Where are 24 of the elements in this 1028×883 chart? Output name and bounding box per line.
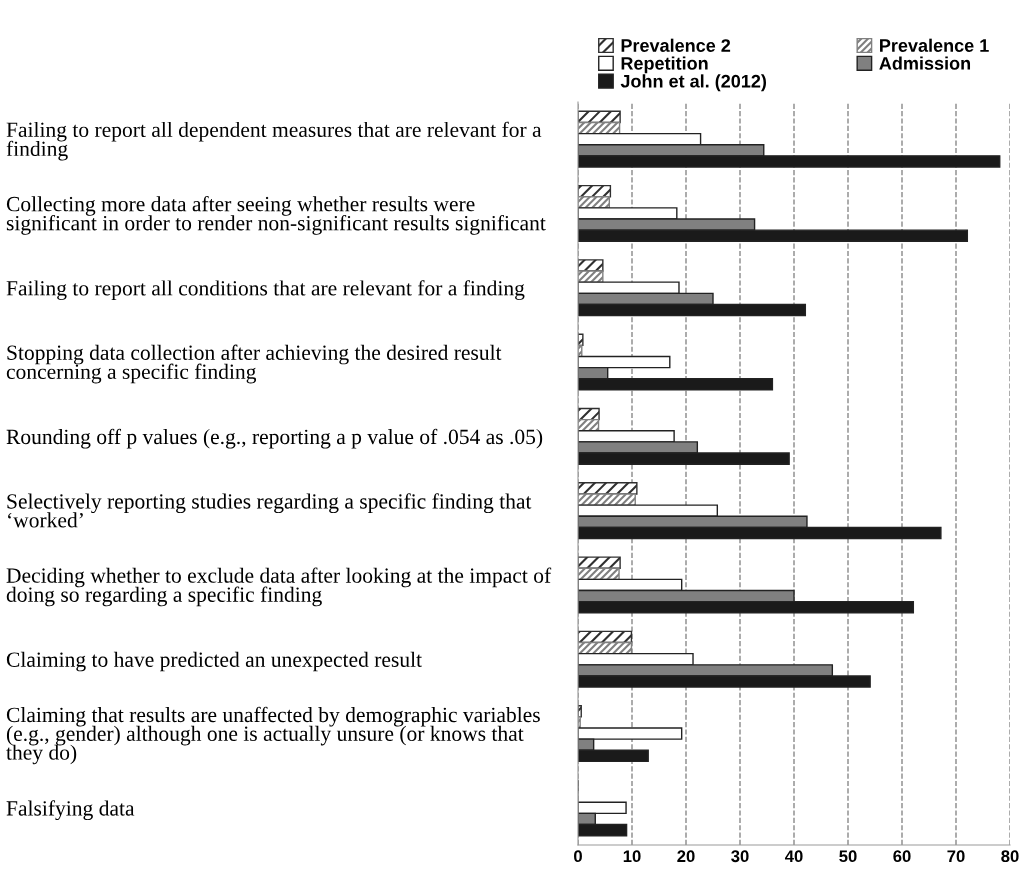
x-tick-label: 10 xyxy=(623,850,641,863)
y-tick-label: Rounding off p values (e.g., reporting a p value of .054 as .05) xyxy=(6,428,543,449)
legend-label: John et al. (2012) xyxy=(620,74,767,92)
x-tick-label: 40 xyxy=(784,850,803,863)
y-tick-label: Claiming that results are unaffected by demographic variables (e.g., gender) although one is actually unsure (or knows that they do) xyxy=(6,706,540,765)
x-tick-label: 30 xyxy=(731,850,749,863)
y-tick-label: Falsifying data xyxy=(6,800,135,821)
y-tick-label: Failing to report all conditions that are relevant for a finding xyxy=(6,280,525,300)
y-tick-label: Claiming to have predicted an unexpected result xyxy=(6,651,422,672)
x-tick-label: 80 xyxy=(1001,850,1019,863)
legend-label: Prevalence 2 xyxy=(621,38,731,52)
x-tick-label: 0 xyxy=(574,850,582,863)
x-tick-label: 60 xyxy=(893,850,911,863)
legend-label: Admission xyxy=(879,56,971,70)
x-tick-label: 70 xyxy=(947,850,965,863)
legend-label: Prevalence 1 xyxy=(880,38,989,52)
y-tick-label: Deciding whether to exclude data after looking at the impact of doing so regarding a specific finding xyxy=(6,567,552,607)
y-tick-label: Failing to report all dependent measures that are relevant for a finding xyxy=(6,121,542,161)
y-tick-label: Collecting more data after seeing whether results were significant in order to render non-significant results significant xyxy=(6,195,546,235)
legend-label: Repetition xyxy=(621,56,708,74)
y-tick-label: Selectively reporting studies regarding a specific finding that ‘worked’ xyxy=(7,493,532,528)
x-tick-label: 20 xyxy=(677,850,695,863)
x-tick-label: 50 xyxy=(839,850,857,863)
y-tick-label: Stopping data collection after achieving the desired result concerning a specific finding xyxy=(6,344,502,384)
